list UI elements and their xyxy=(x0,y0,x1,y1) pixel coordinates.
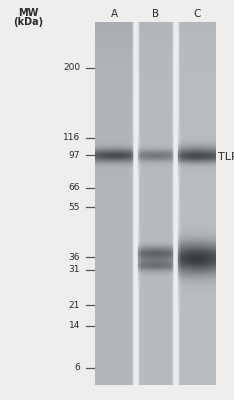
Text: 14: 14 xyxy=(69,322,80,330)
Text: MW: MW xyxy=(18,8,38,18)
Text: A: A xyxy=(110,9,117,19)
Text: TLR4: TLR4 xyxy=(218,152,234,162)
Text: 97: 97 xyxy=(69,150,80,160)
Text: B: B xyxy=(152,9,160,19)
Text: 21: 21 xyxy=(69,300,80,310)
Text: 116: 116 xyxy=(63,134,80,142)
Text: C: C xyxy=(193,9,201,19)
Text: 6: 6 xyxy=(74,364,80,372)
Text: 55: 55 xyxy=(69,202,80,212)
Text: 31: 31 xyxy=(69,266,80,274)
Text: 66: 66 xyxy=(69,184,80,192)
Text: 200: 200 xyxy=(63,64,80,72)
Text: 36: 36 xyxy=(69,252,80,262)
Text: (kDa): (kDa) xyxy=(13,17,43,27)
